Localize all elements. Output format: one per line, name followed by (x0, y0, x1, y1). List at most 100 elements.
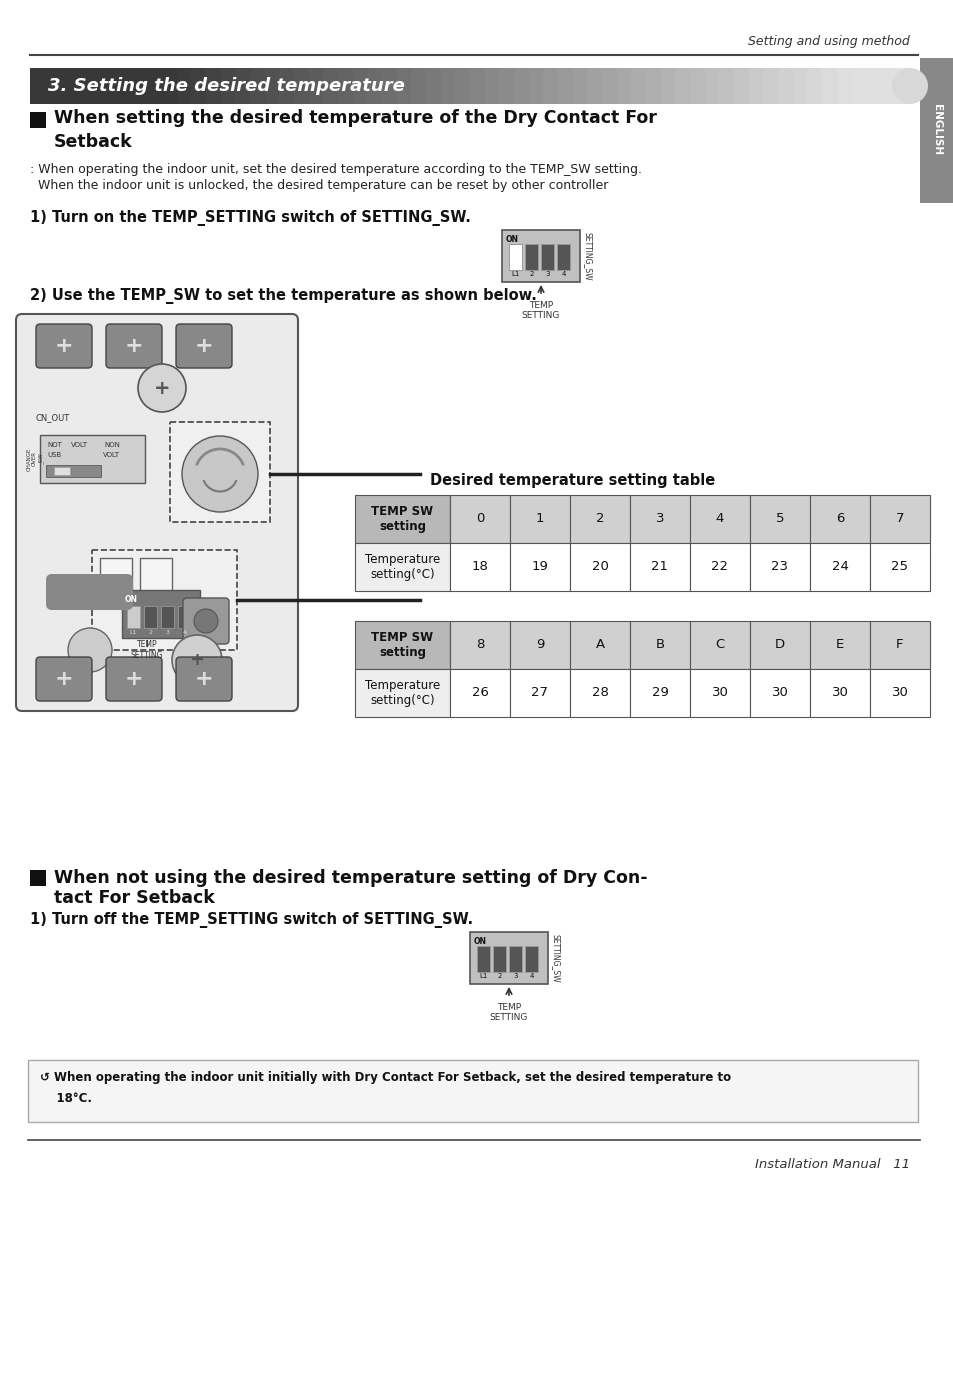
Bar (869, 496, 929, 543)
Text: 23: 23 (771, 560, 788, 574)
Bar (294, 69, 310, 104)
Bar (192, 69, 207, 104)
Bar (176, 69, 193, 104)
Bar (880, 69, 896, 104)
Bar (103, 69, 119, 104)
Circle shape (189, 647, 195, 654)
Bar (869, 669, 929, 717)
Bar (675, 69, 690, 104)
Bar (762, 69, 779, 104)
Bar (749, 496, 809, 543)
Text: 7: 7 (895, 512, 903, 525)
FancyBboxPatch shape (175, 657, 232, 701)
Bar (660, 69, 676, 104)
Text: When setting the desired temperature of the Dry Contact For: When setting the desired temperature of … (54, 109, 657, 126)
Bar (484, 69, 499, 104)
Text: C: C (715, 638, 724, 651)
Text: 3. Setting the desired temperature: 3. Setting the desired temperature (48, 77, 404, 95)
Bar (514, 69, 529, 104)
Bar (450, 496, 510, 543)
Text: NON: NON (104, 442, 120, 448)
Bar (89, 69, 104, 104)
Text: 28: 28 (591, 686, 608, 700)
FancyBboxPatch shape (106, 323, 162, 368)
Bar (396, 69, 412, 104)
FancyBboxPatch shape (36, 657, 91, 701)
Bar (689, 69, 705, 104)
Bar (557, 244, 569, 270)
Bar (309, 69, 324, 104)
Text: SETTING: SETTING (131, 651, 163, 659)
Text: TEMP SW
setting: TEMP SW setting (371, 631, 433, 659)
Text: 21: 21 (651, 560, 668, 574)
Bar (470, 932, 547, 984)
Bar (132, 69, 148, 104)
Text: L1: L1 (130, 630, 137, 634)
Bar (509, 946, 521, 972)
Bar (140, 559, 172, 598)
Bar (147, 69, 163, 104)
Text: Installation Manual   11: Installation Manual 11 (754, 1159, 909, 1172)
Text: 1) Turn off the TEMP_SETTING switch of SETTING_SW.: 1) Turn off the TEMP_SETTING switch of S… (30, 911, 473, 928)
Bar (689, 622, 749, 669)
Bar (748, 69, 763, 104)
Text: SETTING_SW: SETTING_SW (583, 231, 592, 280)
Bar (440, 69, 456, 104)
Text: VOLT: VOLT (71, 442, 89, 448)
Bar (869, 543, 929, 591)
Bar (869, 622, 929, 669)
Bar (616, 69, 632, 104)
Text: 25: 25 (890, 560, 907, 574)
Circle shape (138, 364, 186, 412)
Bar (355, 622, 450, 669)
Bar (569, 543, 629, 591)
Text: When not using the desired temperature setting of Dry Con-: When not using the desired temperature s… (54, 869, 647, 888)
Bar (235, 69, 251, 104)
Text: 5: 5 (775, 512, 783, 525)
Text: 18: 18 (471, 560, 488, 574)
Bar (28, 1060, 917, 1121)
Bar (524, 946, 537, 972)
Text: Setting and using method: Setting and using method (747, 35, 909, 49)
Bar (809, 543, 869, 591)
Bar (524, 244, 537, 270)
Bar (206, 69, 221, 104)
Bar (558, 69, 573, 104)
Text: +: + (194, 669, 213, 689)
Text: 3: 3 (545, 272, 549, 277)
Bar (629, 622, 689, 669)
Bar (572, 69, 588, 104)
Text: +: + (125, 336, 143, 356)
Text: USB: USB (48, 452, 62, 458)
FancyBboxPatch shape (16, 314, 297, 711)
Bar (821, 69, 837, 104)
Text: 3: 3 (655, 512, 663, 525)
Text: 2: 2 (149, 630, 152, 634)
Bar (170, 421, 270, 522)
Text: 24: 24 (831, 560, 847, 574)
Text: +: + (153, 378, 170, 398)
Bar (689, 543, 749, 591)
Text: +: + (194, 336, 213, 356)
Circle shape (182, 435, 257, 512)
Bar (40, 435, 145, 483)
Bar (704, 69, 720, 104)
Text: ENGLISH: ENGLISH (931, 105, 941, 155)
FancyBboxPatch shape (175, 323, 232, 368)
Bar (45, 69, 60, 104)
Text: D: D (774, 638, 784, 651)
Bar (749, 622, 809, 669)
Bar (450, 543, 510, 591)
Text: 2: 2 (497, 973, 501, 979)
Text: 19: 19 (531, 560, 548, 574)
Text: 1: 1 (536, 512, 543, 525)
Bar (493, 946, 505, 972)
Bar (809, 496, 869, 543)
Text: 29: 29 (651, 686, 668, 700)
Bar (162, 69, 177, 104)
Bar (587, 69, 602, 104)
Text: E: E (835, 638, 843, 651)
Bar (689, 669, 749, 717)
Text: SETTING_SW: SETTING_SW (551, 934, 560, 983)
Bar (411, 69, 427, 104)
